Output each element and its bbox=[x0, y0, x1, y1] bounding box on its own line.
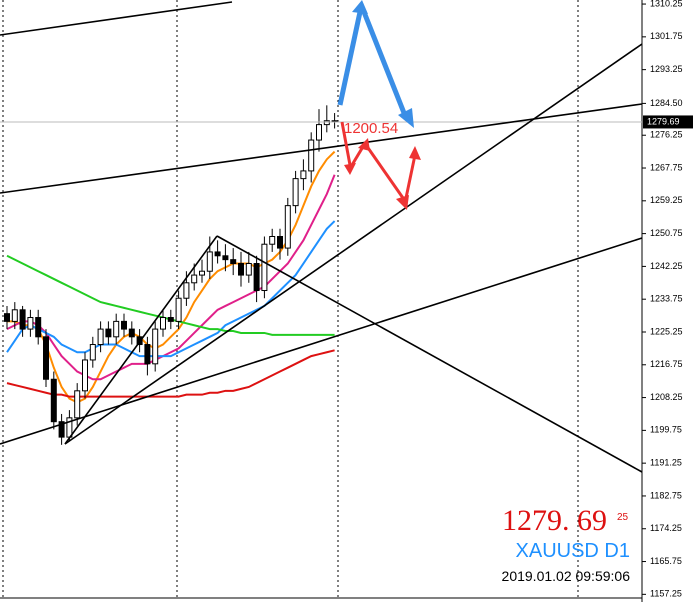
trendline bbox=[64, 235, 218, 445]
y-tick-label: 1233.75 bbox=[650, 294, 683, 304]
candle-body bbox=[191, 274, 198, 284]
marks bbox=[0, 105, 642, 445]
trendlines bbox=[0, 1, 643, 473]
candle-body bbox=[269, 235, 276, 245]
candle-body bbox=[128, 328, 135, 338]
candle-body bbox=[277, 235, 283, 249]
candle-body bbox=[82, 359, 88, 392]
y-tick-label: 1216.75 bbox=[650, 359, 683, 369]
candle-body bbox=[206, 251, 213, 272]
trendline bbox=[64, 43, 643, 445]
arrow-head bbox=[358, 138, 370, 151]
candle-body bbox=[11, 309, 18, 322]
current-price-label: 1279.69 bbox=[647, 116, 680, 126]
y-tick-label: 1182.75 bbox=[650, 490, 682, 500]
projection-arrows bbox=[337, 11, 409, 119]
candle-body bbox=[222, 255, 229, 261]
y-tick-label: 1157.25 bbox=[650, 589, 682, 599]
y-tick-label: 1208.25 bbox=[650, 392, 683, 402]
y-tick-label: 1301.75 bbox=[650, 31, 683, 41]
candle-body bbox=[89, 344, 96, 361]
y-tick-label: 1310.25 bbox=[650, 0, 683, 8]
quote-superscript: 25 bbox=[617, 512, 629, 523]
candle-body bbox=[50, 378, 57, 423]
annotation: 1200.54 bbox=[344, 120, 398, 137]
candle-body bbox=[105, 328, 112, 338]
arrow-head bbox=[409, 146, 421, 160]
candle-body bbox=[284, 205, 291, 249]
moving-average bbox=[6, 349, 335, 398]
quote-price: 1279. 69 bbox=[502, 504, 607, 537]
candle-body bbox=[214, 251, 221, 257]
candle-body bbox=[58, 421, 65, 438]
y-tick-label: 1250.75 bbox=[650, 228, 683, 238]
candle-body bbox=[245, 263, 252, 276]
candle-body bbox=[323, 120, 330, 126]
y-tick-label: 1174.25 bbox=[650, 523, 682, 533]
candle-body bbox=[152, 328, 159, 365]
y-tick-label: 1276.25 bbox=[650, 130, 683, 140]
candle-body bbox=[74, 390, 81, 419]
candle-body bbox=[113, 320, 120, 338]
candle-body bbox=[238, 263, 244, 276]
arrow bbox=[340, 121, 352, 166]
candle-body bbox=[230, 259, 237, 265]
candle-body bbox=[167, 317, 174, 322]
y-tick-label: 1199.75 bbox=[650, 425, 682, 435]
candle-body bbox=[27, 317, 34, 330]
y-tick-label: 1191.25 bbox=[650, 458, 682, 468]
y-tick-label: 1259.25 bbox=[650, 195, 683, 205]
arrow-head bbox=[352, 0, 368, 14]
candle-body bbox=[300, 170, 307, 180]
y-tick-label: 1165.75 bbox=[650, 556, 682, 566]
candle-body bbox=[308, 139, 315, 172]
trendline bbox=[0, 1, 233, 36]
candle-body bbox=[183, 282, 190, 299]
trendline bbox=[0, 237, 643, 445]
candle-body bbox=[292, 178, 299, 207]
current-price-box bbox=[643, 115, 693, 129]
candle-body bbox=[121, 320, 127, 330]
y-tick-label: 1267.75 bbox=[650, 162, 683, 172]
y-tick-label: 1293.25 bbox=[650, 64, 683, 74]
arrow bbox=[404, 154, 417, 199]
candle-body bbox=[4, 313, 10, 322]
candle-body bbox=[175, 297, 182, 322]
y-tick-label: 1225.25 bbox=[650, 326, 683, 336]
arrow-head bbox=[396, 195, 409, 210]
candle-body bbox=[253, 263, 260, 292]
candle-body bbox=[160, 317, 166, 330]
candle-body bbox=[19, 309, 26, 330]
candle-body bbox=[35, 317, 42, 338]
arrow bbox=[364, 144, 405, 199]
candle-body bbox=[199, 270, 205, 276]
candle-body bbox=[316, 124, 322, 141]
candle-body bbox=[43, 336, 49, 380]
arrow bbox=[337, 11, 363, 106]
candle-body bbox=[261, 243, 268, 292]
timestamp: 2019.01.02 09:59:06 bbox=[502, 568, 631, 584]
arrow-head bbox=[398, 108, 414, 128]
candle-body bbox=[97, 328, 104, 346]
candle-body bbox=[144, 344, 151, 365]
trendline bbox=[216, 235, 643, 473]
symbol: XAUUSD D1 bbox=[516, 540, 630, 562]
moving-average bbox=[6, 220, 336, 358]
y-tick-label: 1242.25 bbox=[650, 261, 683, 271]
y-tick-label: 1284.50 bbox=[650, 98, 683, 108]
arrow-head bbox=[344, 163, 356, 175]
arrow bbox=[361, 11, 409, 119]
